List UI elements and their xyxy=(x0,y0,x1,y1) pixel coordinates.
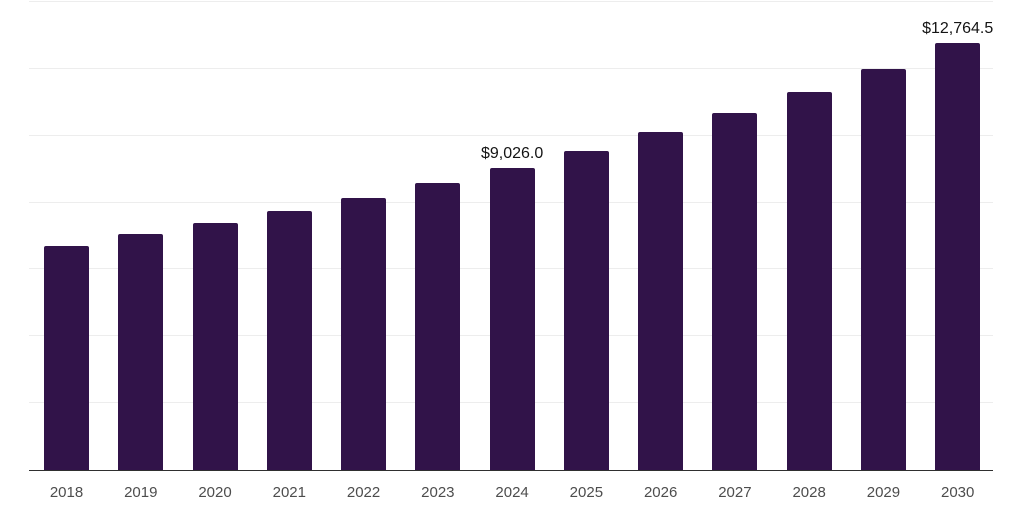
bar-2018 xyxy=(44,245,89,470)
x-tick-label-2025: 2025 xyxy=(569,484,604,501)
bar-2022 xyxy=(341,198,387,470)
x-tick-label-2018: 2018 xyxy=(49,484,84,501)
gridline xyxy=(29,1,993,2)
bar-2030 xyxy=(935,43,981,470)
plot-area: $9,026.0 $12,764.5 xyxy=(29,0,993,471)
bar-2019 xyxy=(118,234,164,470)
x-tick-label-2022: 2022 xyxy=(346,484,381,501)
x-axis: 2018 2019 2020 2021 2022 2023 2024 2025 2026 2027… xyxy=(29,484,993,504)
bar-2020 xyxy=(192,223,238,470)
x-tick-label-2030: 2030 xyxy=(941,484,975,501)
x-tick-label-2028: 2028 xyxy=(792,484,826,501)
data-label-2024: $9,026.0 xyxy=(480,145,544,163)
data-label-2030: $12,764.5 xyxy=(922,20,994,38)
gridline xyxy=(29,134,993,136)
bar-2024 xyxy=(489,168,535,470)
bar-2025 xyxy=(563,151,609,470)
x-tick-label-2026: 2026 xyxy=(643,484,678,501)
x-tick-label-2020: 2020 xyxy=(198,484,232,501)
bar-2023 xyxy=(415,183,461,470)
x-tick-label-2029: 2029 xyxy=(866,484,901,501)
bar-2028 xyxy=(786,91,832,470)
bar-2026 xyxy=(638,132,684,470)
x-tick-label-2024: 2024 xyxy=(495,484,529,501)
gridline xyxy=(29,67,993,69)
x-tick-label-2019: 2019 xyxy=(124,484,158,501)
x-tick-label-2021: 2021 xyxy=(272,484,306,501)
x-tick-label-2023: 2023 xyxy=(421,484,455,501)
x-tick-label-2027: 2027 xyxy=(718,484,752,501)
bar-2029 xyxy=(860,68,906,470)
bar-2027 xyxy=(712,112,758,470)
bar-2021 xyxy=(266,210,312,470)
